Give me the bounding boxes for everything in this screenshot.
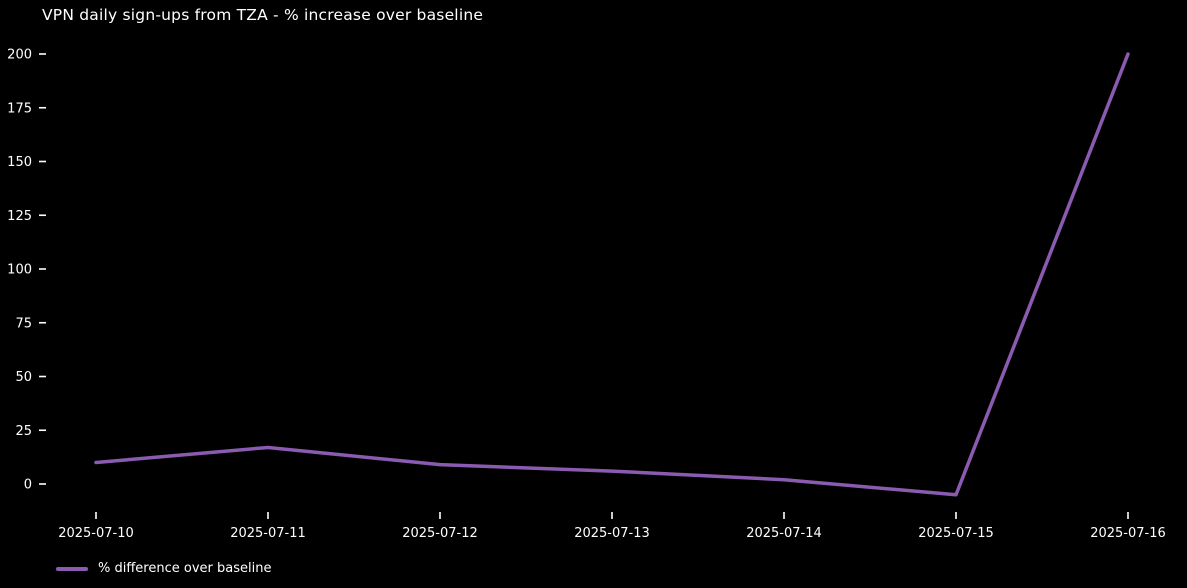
series-line — [94, 52, 1130, 497]
x-tick-label: 2025-07-14 — [746, 526, 822, 541]
x-tick-label: 2025-07-12 — [402, 526, 478, 541]
x-tick-label: 2025-07-15 — [918, 526, 994, 541]
y-tick-label: 200 — [7, 48, 32, 63]
y-tick-label: 125 — [7, 209, 32, 224]
y-tick-label: 25 — [15, 424, 32, 439]
legend-line-swatch — [56, 566, 88, 571]
y-tick-label: 0 — [24, 478, 32, 493]
x-tick-label: 2025-07-16 — [1090, 526, 1166, 541]
y-tick-label: 100 — [7, 263, 32, 278]
legend: % difference over baseline — [56, 561, 271, 576]
x-tick-label: 2025-07-10 — [58, 526, 134, 541]
x-tick-label: 2025-07-11 — [230, 526, 306, 541]
chart-title: VPN daily sign-ups from TZA - % increase… — [42, 6, 484, 24]
y-tick-label: 50 — [15, 370, 32, 385]
y-tick-label: 150 — [7, 155, 32, 170]
x-tick-label: 2025-07-13 — [574, 526, 650, 541]
y-tick-label: 75 — [15, 316, 32, 331]
y-tick-label: 175 — [7, 101, 32, 116]
legend-label: % difference over baseline — [98, 561, 272, 576]
